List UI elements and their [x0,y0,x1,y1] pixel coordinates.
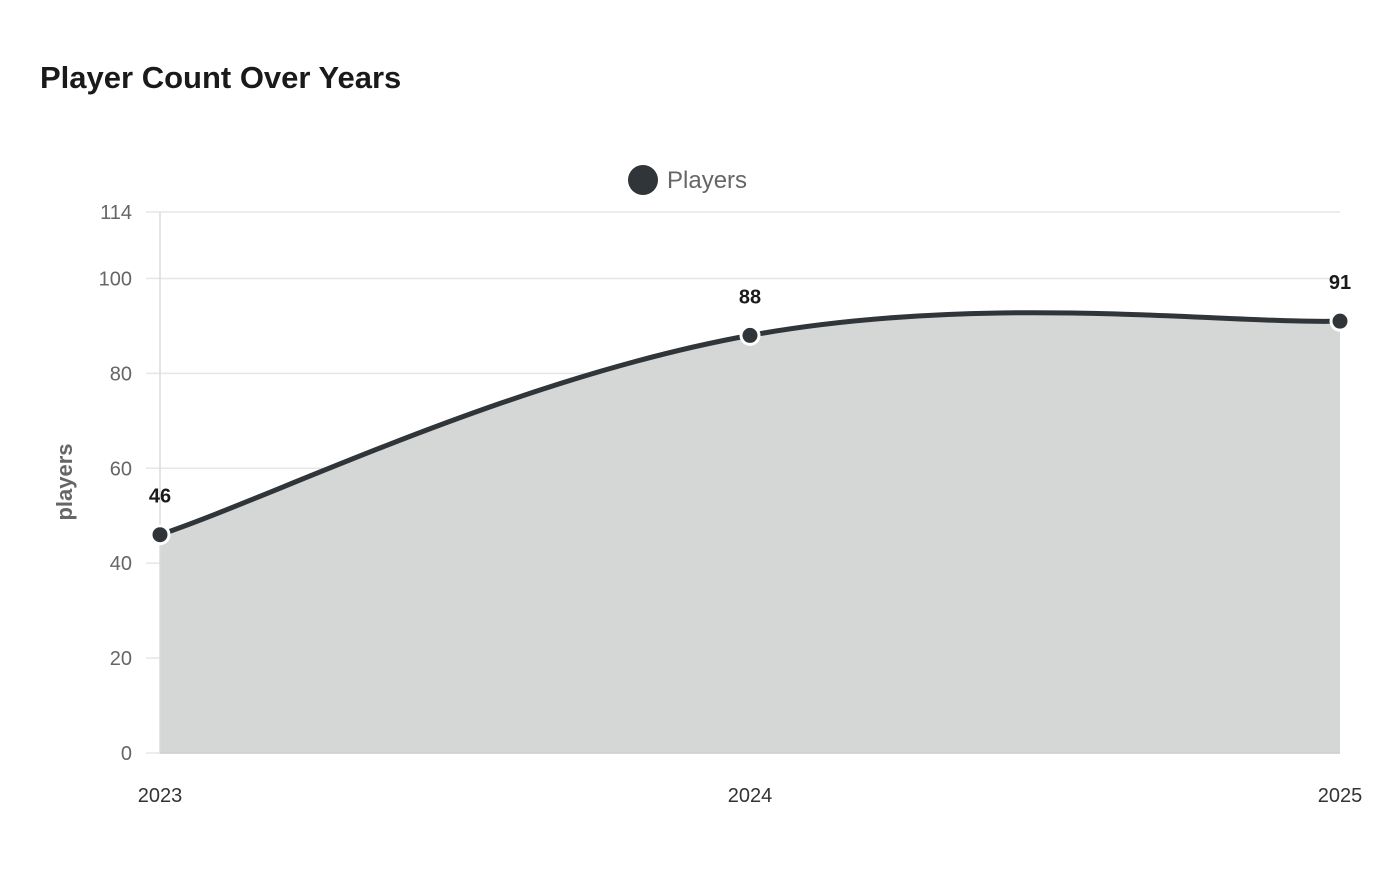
y-tick-label: 60 [110,458,132,480]
y-tick-labels: 0 20 40 60 80 100 114 [99,202,132,765]
y-tick-label: 0 [121,743,132,765]
legend-swatch-icon [628,165,658,195]
chart-title: Player Count Over Years [40,60,402,95]
series-area-fill [160,312,1340,753]
data-labels: 46 88 91 [149,272,1351,508]
data-label: 91 [1329,272,1351,294]
x-tick-labels: 2023 2024 2025 [138,785,1363,807]
data-label: 88 [739,286,761,308]
y-tick-label: 20 [110,648,132,670]
y-tick-label: 80 [110,363,132,385]
data-point[interactable] [149,524,171,546]
x-tick-label: 2025 [1318,785,1363,807]
legend[interactable]: Players [628,165,747,195]
y-tick-label: 114 [100,202,132,224]
data-point[interactable] [1329,310,1351,332]
x-tick-label: 2023 [138,785,183,807]
y-tick-label: 100 [99,268,132,290]
legend-label: Players [667,167,747,194]
axes [159,212,1340,754]
data-points [149,310,1351,546]
y-tick-label: 40 [110,553,132,575]
data-point[interactable] [739,324,761,346]
x-tick-label: 2024 [728,785,773,807]
y-axis-label: players [52,443,77,520]
data-label: 46 [149,486,171,508]
